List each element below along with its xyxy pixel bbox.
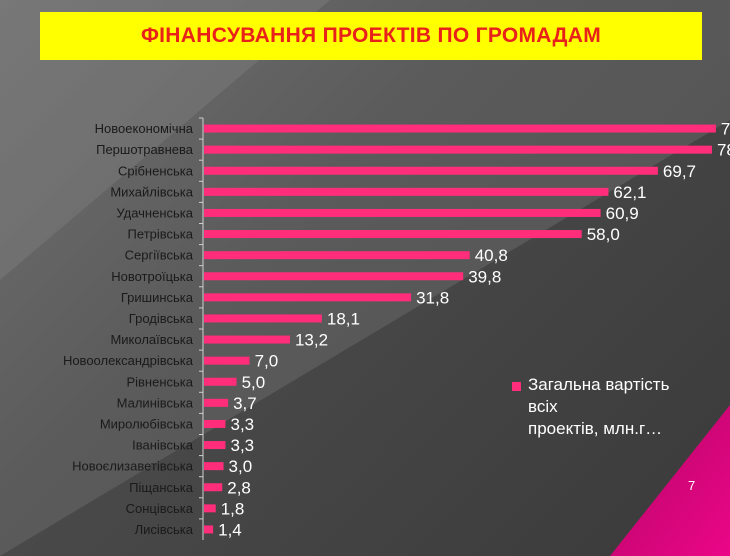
slide-title: ФІНАНСУВАННЯ ПРОЕКТІВ ПО ГРОМАДАМ — [140, 24, 602, 47]
legend: Загальна вартість всіх проектів, млн.г… — [512, 374, 712, 440]
data-label: 31,8 — [416, 288, 449, 307]
bar — [204, 419, 226, 428]
bar — [204, 335, 290, 344]
bar — [204, 483, 223, 492]
bar — [204, 441, 226, 450]
data-label: 3,0 — [229, 457, 253, 476]
bar — [204, 398, 229, 407]
category-label: Новоекономічна — [95, 121, 194, 136]
category-label: Миролюбівська — [100, 416, 194, 431]
category-label: Лисівська — [135, 522, 194, 537]
category-label: Гришинська — [121, 290, 194, 305]
category-label: Рівненська — [126, 374, 193, 389]
category-label: Удачненська — [116, 205, 193, 220]
category-label: Сонцівська — [126, 501, 194, 516]
data-label: 69,7 — [663, 162, 696, 181]
data-label: 5,0 — [242, 373, 266, 392]
category-label: Петрівська — [128, 227, 194, 242]
data-label: 1,4 — [218, 520, 242, 539]
legend-swatch — [512, 382, 521, 391]
legend-line-2: всіх — [528, 397, 558, 416]
title-banner: ФІНАНСУВАННЯ ПРОЕКТІВ ПО ГРОМАДАМ — [40, 12, 702, 60]
category-label: Піщанська — [129, 480, 194, 495]
bar — [204, 504, 216, 513]
category-label: Іванівська — [132, 438, 194, 453]
category-label: Гродівська — [129, 311, 194, 326]
category-label: Срібненська — [118, 163, 194, 178]
data-label: 40,8 — [475, 246, 508, 265]
category-label: Малинівська — [117, 395, 194, 410]
data-label: 60,9 — [606, 204, 639, 223]
bar — [204, 314, 322, 323]
category-label: Новотроїцька — [111, 269, 194, 284]
data-label: 1,8 — [221, 499, 245, 518]
bar — [204, 230, 582, 239]
bar — [204, 145, 712, 154]
bar — [204, 208, 601, 217]
bar — [204, 356, 250, 365]
category-label: Сергіївська — [125, 248, 194, 263]
data-label: 3,3 — [230, 436, 254, 455]
data-label: 2,8 — [227, 478, 251, 497]
data-label: 78,0 — [717, 141, 730, 160]
category-label: Михайлівська — [110, 184, 193, 199]
bar — [204, 377, 237, 386]
category-label: Новоєлизаветівська — [72, 459, 194, 474]
legend-line-3: проектів, млн.г… — [528, 419, 663, 438]
bar — [204, 462, 224, 471]
category-label: Новоолександрівська — [63, 353, 194, 368]
data-label: 13,2 — [295, 331, 328, 350]
bar — [204, 166, 658, 175]
data-label: 3,3 — [230, 415, 254, 434]
bar — [204, 525, 214, 534]
data-label: 39,8 — [468, 267, 501, 286]
page-number: 7 — [688, 478, 696, 493]
data-label: 18,1 — [327, 309, 360, 328]
category-label: Першотравнева — [96, 142, 194, 157]
legend-line-1: Загальна вартість — [528, 375, 670, 394]
bar — [204, 272, 464, 281]
data-label: 62,1 — [613, 183, 646, 202]
data-label: 58,0 — [587, 225, 620, 244]
bar — [204, 293, 412, 302]
bar — [204, 124, 716, 133]
data-label: 3,7 — [233, 394, 257, 413]
bar — [204, 251, 470, 260]
data-label: 7,0 — [255, 352, 279, 371]
category-label: Миколаївська — [110, 332, 193, 347]
data-label: 78,6 — [721, 120, 730, 139]
bar — [204, 187, 609, 196]
